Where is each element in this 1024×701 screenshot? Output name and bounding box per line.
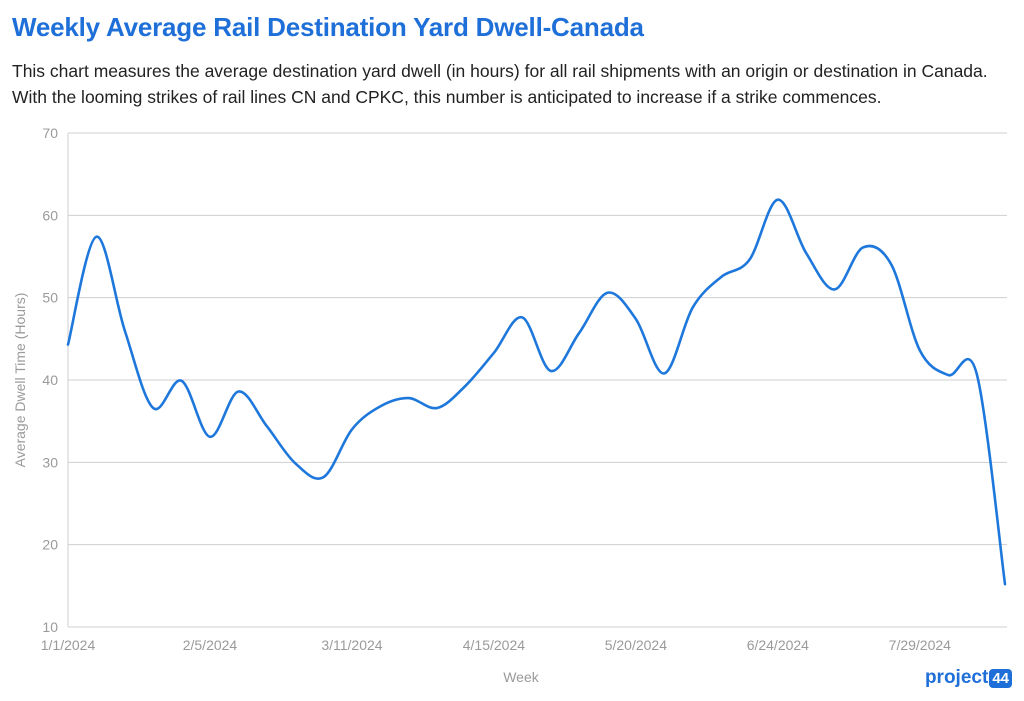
x-tick-label: 7/29/2024 bbox=[889, 637, 951, 653]
x-tick-label: 4/15/2024 bbox=[463, 637, 525, 653]
data-point bbox=[576, 330, 582, 336]
data-point bbox=[661, 370, 667, 376]
data-point bbox=[519, 314, 525, 320]
data-point bbox=[349, 426, 355, 432]
chart-title: Weekly Average Rail Destination Yard Dwe… bbox=[12, 12, 644, 42]
data-point bbox=[377, 403, 383, 409]
data-point bbox=[888, 262, 894, 268]
x-tick-label: 3/11/2024 bbox=[321, 637, 382, 653]
data-point bbox=[604, 290, 610, 296]
data-point bbox=[491, 350, 497, 356]
data-point bbox=[917, 347, 923, 353]
data-point bbox=[746, 257, 752, 263]
data-point bbox=[434, 405, 440, 411]
y-tick-label: 10 bbox=[42, 619, 58, 635]
data-point bbox=[235, 389, 241, 395]
logo-badge: 44 bbox=[989, 668, 1012, 688]
data-point bbox=[718, 274, 724, 280]
logo-wordmark: project bbox=[924, 667, 989, 688]
data-point bbox=[548, 368, 554, 374]
data-point bbox=[65, 342, 71, 348]
y-axis-label: Average Dwell Time (Hours) bbox=[12, 293, 28, 468]
data-point bbox=[633, 316, 639, 322]
gridlines bbox=[67, 132, 1007, 628]
data-point bbox=[803, 250, 809, 256]
data-point bbox=[1002, 581, 1008, 587]
chart-description: This chart measures the average destinat… bbox=[12, 61, 988, 107]
y-tick-label: 70 bbox=[42, 125, 58, 141]
data-point bbox=[775, 197, 781, 203]
data-point bbox=[690, 305, 696, 311]
data-point bbox=[321, 474, 327, 480]
x-tick-label: 5/20/2024 bbox=[605, 637, 667, 653]
data-point bbox=[945, 372, 951, 378]
data-point bbox=[93, 234, 99, 240]
x-tick-label: 2/5/2024 bbox=[183, 637, 238, 653]
data-point bbox=[179, 378, 185, 384]
data-point bbox=[860, 244, 866, 250]
series-line bbox=[66, 198, 1007, 586]
data-point bbox=[207, 434, 213, 440]
x-tick-label: 6/24/2024 bbox=[747, 637, 809, 653]
y-tick-label: 40 bbox=[42, 372, 58, 388]
data-point bbox=[150, 405, 156, 411]
data-point bbox=[122, 328, 128, 334]
y-tick-label: 50 bbox=[42, 290, 58, 306]
data-point bbox=[832, 286, 838, 292]
data-point bbox=[974, 370, 980, 376]
x-tick-label: 1/1/2024 bbox=[41, 637, 96, 653]
project44-logo: project 44 bbox=[925, 667, 1012, 689]
y-axis-ticks: 10 20 30 40 50 60 70 bbox=[42, 125, 58, 635]
data-point bbox=[264, 423, 270, 429]
data-point bbox=[406, 395, 412, 401]
data-point bbox=[292, 460, 298, 466]
y-tick-label: 60 bbox=[42, 207, 58, 223]
series-group bbox=[65, 197, 1008, 587]
data-point bbox=[463, 383, 469, 389]
y-tick-label: 20 bbox=[42, 537, 58, 553]
y-tick-label: 30 bbox=[42, 454, 58, 470]
x-axis-ticks: 1/1/2024 2/5/2024 3/11/2024 4/15/2024 5/20/2… bbox=[41, 637, 951, 653]
x-axis-label: Week bbox=[503, 669, 540, 685]
